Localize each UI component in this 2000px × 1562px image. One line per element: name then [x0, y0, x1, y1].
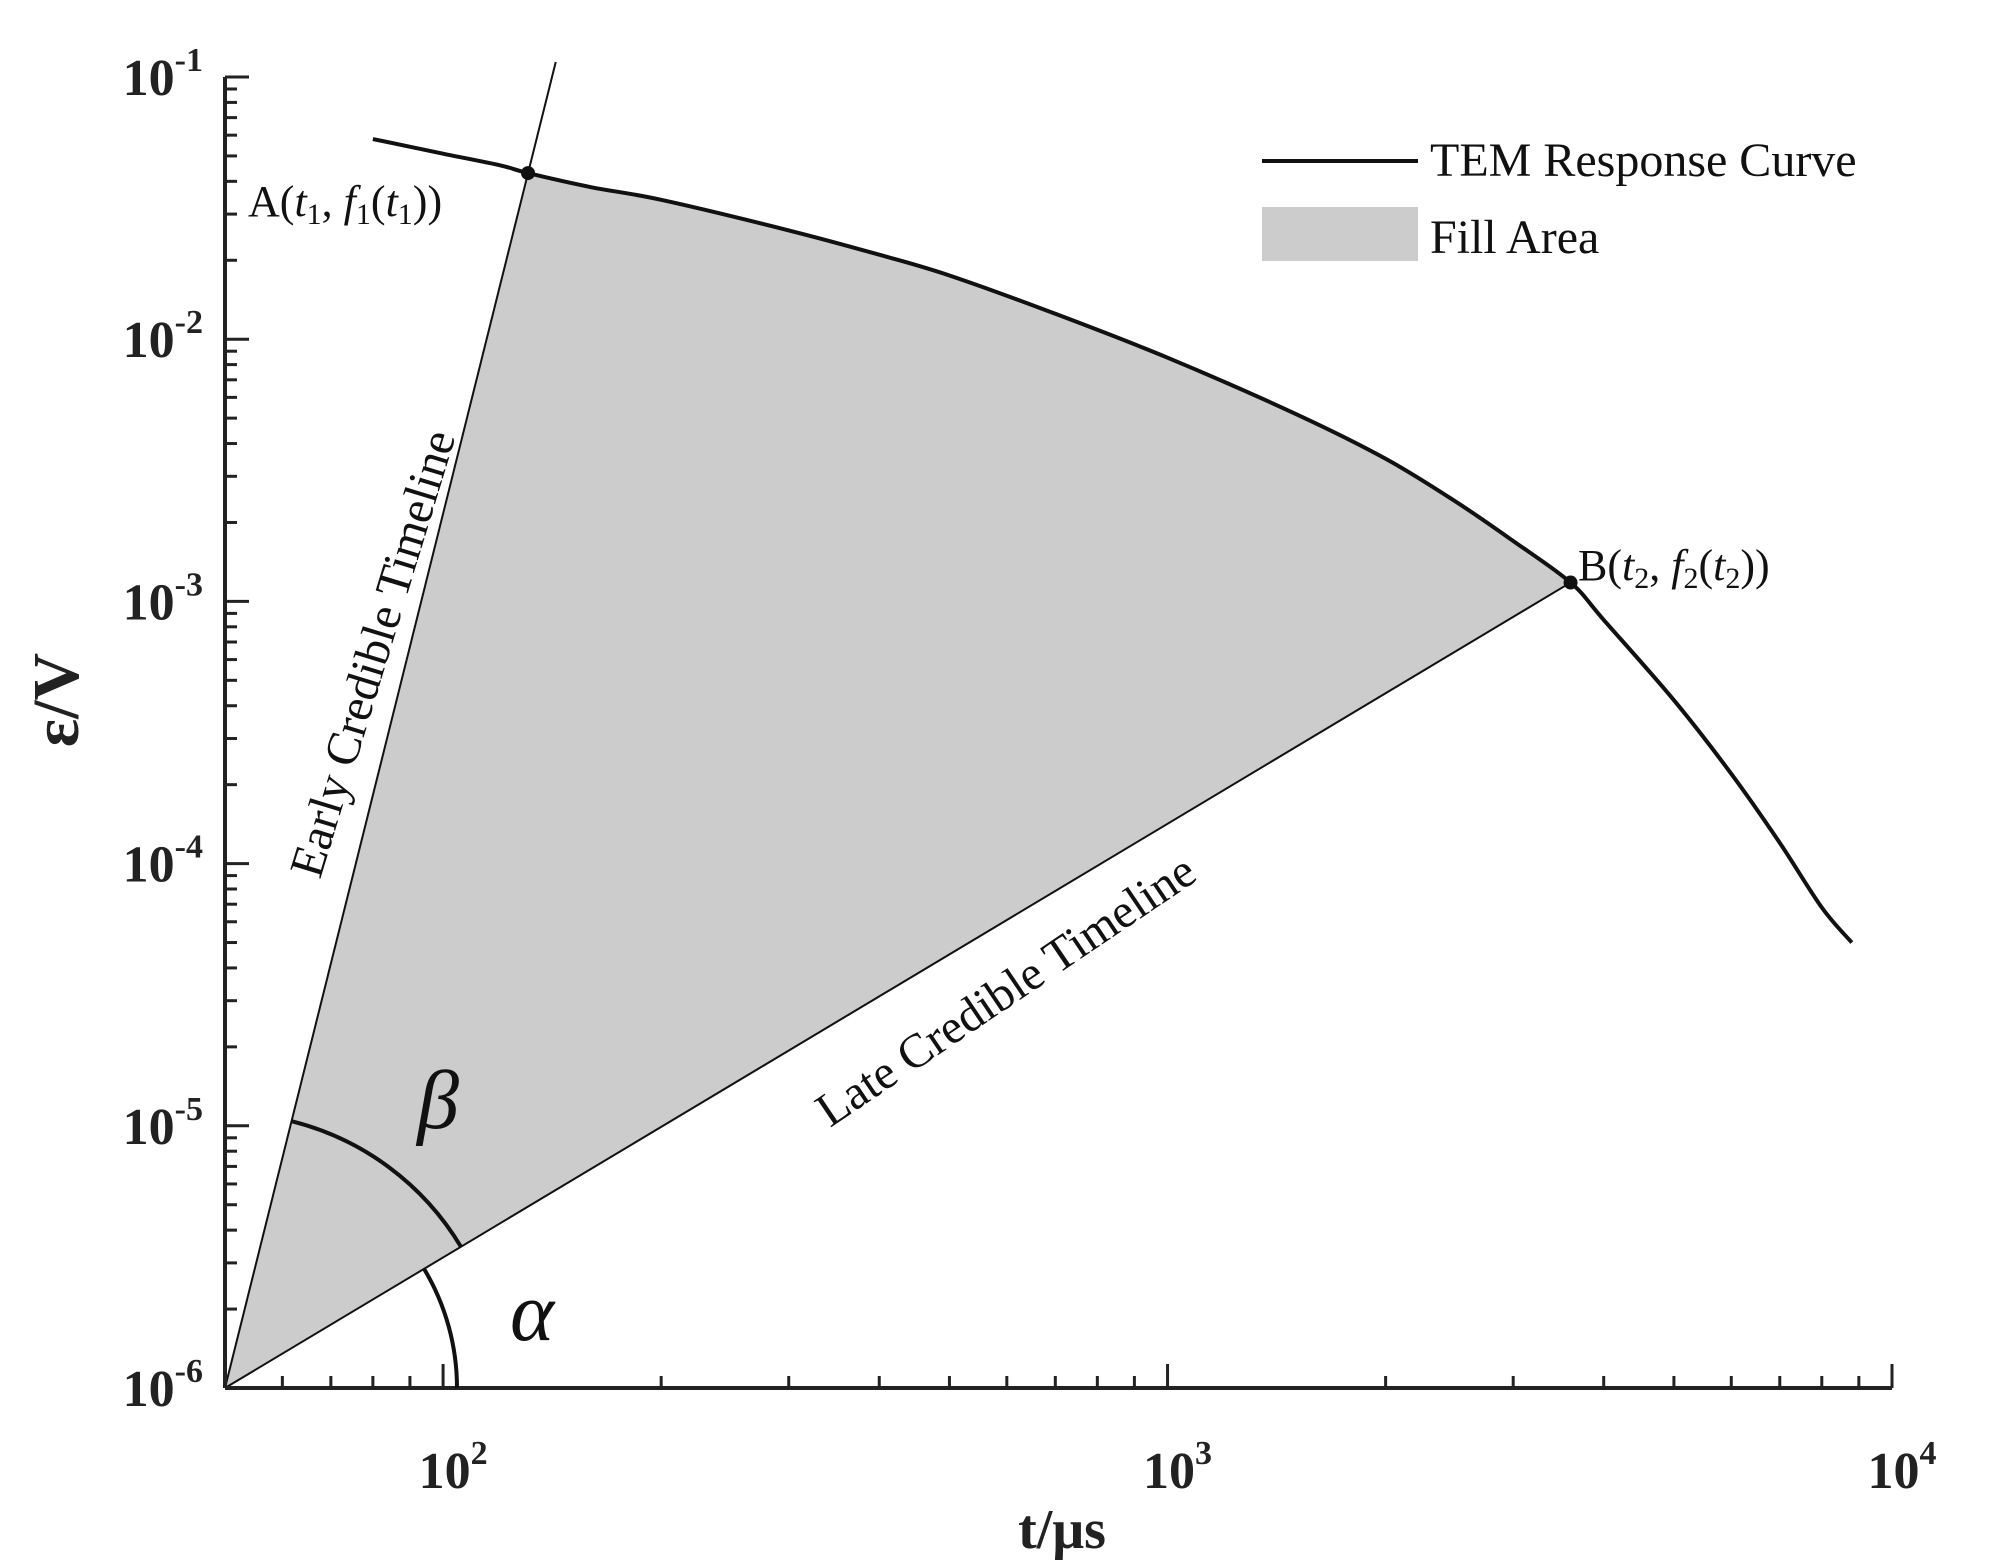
point-b-label: B(t2, f2(t2)) [1578, 541, 1770, 595]
axes-layer [223, 77, 1892, 1390]
beta-arc [291, 1119, 463, 1248]
fill-area-layer [225, 173, 1571, 1388]
x-tick-label: 102 [419, 1435, 488, 1500]
x-axis-title: t/μs [1018, 1499, 1106, 1561]
ticks-layer: 10-6 10-5 10-4 10-3 10-2 10-1 102 103 104 [123, 42, 1937, 1500]
timeline-lines-layer [224, 61, 1572, 1389]
late-credible-timeline-line [224, 581, 1572, 1389]
y-axis-title: ε/V [20, 653, 93, 747]
point-b [1563, 575, 1578, 590]
alpha-symbol: α [510, 1266, 556, 1359]
y-tick-label: 10-1 [123, 42, 203, 107]
point-a [521, 166, 536, 181]
y-tick-label: 10-3 [123, 566, 203, 631]
legend-label-fill-area: Fill Area [1430, 211, 1599, 264]
y-tick-label: 10-5 [123, 1091, 203, 1156]
legend-fill-swatch [1262, 207, 1418, 261]
tem-response-curve [372, 137, 1854, 944]
y-tick-label: 10-6 [123, 1353, 203, 1418]
legend-label-response-curve: TEM Response Curve [1430, 134, 1857, 187]
x-tick-label: 104 [1868, 1435, 1937, 1500]
alpha-arc [422, 1267, 459, 1389]
y-tick-label: 10-4 [123, 829, 203, 894]
point-a-label: A(t1, f1(t1)) [248, 177, 442, 231]
fill-area [225, 173, 1571, 1388]
x-tick-label: 103 [1143, 1435, 1212, 1500]
beta-symbol: β [415, 1054, 459, 1147]
legend: TEM Response Curve Fill Area [1262, 134, 1857, 264]
y-tick-label: 10-2 [123, 304, 203, 369]
early-credible-timeline-line [224, 61, 557, 1389]
response-curve-layer [372, 137, 1854, 944]
annotations-layer [291, 166, 1578, 1389]
